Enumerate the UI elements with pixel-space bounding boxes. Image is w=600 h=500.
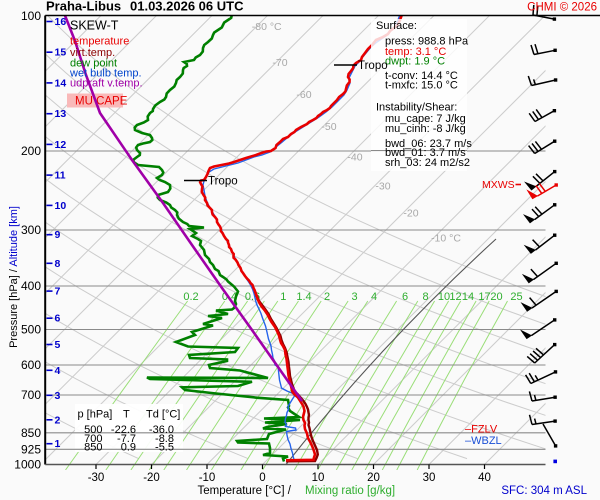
- svg-text:1: 1: [280, 291, 286, 303]
- svg-text:MU CAPE: MU CAPE: [75, 96, 128, 108]
- svg-text:Td [°C]: Td [°C]: [146, 409, 180, 421]
- svg-text:Praha-Libus: Praha-Libus: [46, 0, 121, 14]
- svg-text:500: 500: [21, 322, 41, 336]
- svg-text:2: 2: [55, 414, 61, 426]
- svg-text:14: 14: [462, 291, 474, 303]
- svg-text:200: 200: [21, 144, 41, 158]
- svg-text:300: 300: [21, 223, 41, 237]
- svg-text:virt.temp.: virt.temp.: [70, 47, 115, 59]
- svg-text:9: 9: [55, 229, 61, 241]
- svg-text:01.03.2026 06 UTC: 01.03.2026 06 UTC: [130, 0, 244, 14]
- svg-text:2: 2: [324, 291, 330, 303]
- svg-text:1: 1: [55, 438, 61, 450]
- svg-text:0: 0: [259, 472, 265, 484]
- svg-text:6: 6: [55, 313, 61, 325]
- svg-text:Surface:: Surface:: [376, 20, 417, 32]
- svg-text:700: 700: [84, 433, 102, 445]
- svg-text:-70: -70: [272, 57, 287, 69]
- svg-text:4: 4: [55, 365, 61, 377]
- svg-text:40: 40: [478, 472, 491, 484]
- svg-text:wet bulb temp.: wet bulb temp.: [69, 67, 142, 79]
- svg-text:t-mxfc: 15.0 °C: t-mxfc: 15.0 °C: [385, 79, 458, 91]
- svg-text:-30: -30: [375, 181, 390, 193]
- svg-text:dwpt: 1.9 °C: dwpt: 1.9 °C: [385, 55, 445, 67]
- svg-text:–FZLV: –FZLV: [465, 424, 498, 436]
- svg-text:1000: 1000: [14, 458, 41, 472]
- svg-text:-20: -20: [143, 472, 160, 484]
- svg-text:p [hPa]: p [hPa]: [78, 409, 113, 421]
- svg-text:T: T: [123, 409, 130, 421]
- svg-text:600: 600: [21, 358, 41, 372]
- svg-text:8: 8: [422, 291, 428, 303]
- svg-text:12: 12: [449, 291, 461, 303]
- svg-text:12: 12: [55, 139, 67, 151]
- svg-text:0.2: 0.2: [183, 291, 198, 303]
- svg-text:14: 14: [55, 77, 67, 89]
- svg-text:5: 5: [55, 339, 61, 351]
- svg-text:850: 850: [21, 426, 41, 440]
- svg-text:-5.5: -5.5: [155, 441, 174, 453]
- svg-text:16: 16: [55, 16, 67, 28]
- svg-text:3: 3: [351, 291, 357, 303]
- svg-text:Tropo: Tropo: [358, 60, 388, 72]
- svg-text:-40: -40: [347, 152, 362, 164]
- svg-text:temp: 3.1 °C: temp: 3.1 °C: [385, 46, 446, 58]
- svg-text:3: 3: [55, 390, 61, 402]
- svg-text:-30: -30: [88, 472, 105, 484]
- svg-text:mu_cinh: -8 J/kg: mu_cinh: -8 J/kg: [385, 123, 466, 135]
- svg-text:dew point: dew point: [70, 57, 117, 69]
- svg-text:temperature: temperature: [70, 36, 129, 48]
- svg-text:15: 15: [55, 47, 67, 59]
- svg-text:100: 100: [21, 9, 41, 23]
- svg-text:10: 10: [312, 472, 325, 484]
- svg-text:20: 20: [490, 291, 502, 303]
- svg-text:17: 17: [478, 291, 490, 303]
- svg-text:Mixing ratio [g/kg]: Mixing ratio [g/kg]: [305, 485, 395, 497]
- svg-text:udpraft v.temp.: udpraft v.temp.: [70, 77, 143, 89]
- svg-text:SFC: 304 m ASL: SFC: 304 m ASL: [501, 485, 587, 497]
- svg-text:-10: -10: [199, 472, 216, 484]
- svg-text:10: 10: [438, 291, 450, 303]
- svg-text:MXWS: MXWS: [482, 179, 515, 191]
- svg-text:bwd_06: 23.7 m/s: bwd_06: 23.7 m/s: [385, 138, 472, 150]
- svg-text:850: 850: [84, 441, 102, 453]
- svg-text:press: 988.8 hPa: press: 988.8 hPa: [385, 36, 469, 48]
- svg-text:t-conv: 14.4 °C: t-conv: 14.4 °C: [385, 70, 458, 82]
- svg-text:-22.6: -22.6: [111, 424, 136, 436]
- svg-text:-60: -60: [296, 89, 311, 101]
- svg-text:CHMI © 2026: CHMI © 2026: [527, 2, 597, 14]
- svg-text:bwd_01: 3.7 m/s: bwd_01: 3.7 m/s: [385, 147, 466, 159]
- svg-text:1.4: 1.4: [296, 291, 311, 303]
- svg-text:0.9: 0.9: [121, 441, 136, 453]
- svg-text:6: 6: [402, 291, 408, 303]
- svg-text:-10 °C: -10 °C: [431, 233, 461, 245]
- svg-text:-36.0: -36.0: [149, 424, 174, 436]
- svg-text:Pressure [hPa] / Altitude [k: Pressure [hPa] / Altitude [km]: [8, 206, 20, 348]
- svg-text:Temperature [°C] /: Temperature [°C] /: [198, 485, 292, 497]
- svg-text:11: 11: [55, 170, 66, 182]
- svg-text:30: 30: [423, 472, 436, 484]
- svg-text:-7.7: -7.7: [117, 433, 136, 445]
- svg-text:10: 10: [55, 200, 67, 212]
- svg-text:Tropo: Tropo: [208, 176, 238, 188]
- svg-text:-8.8: -8.8: [155, 433, 174, 445]
- svg-text:925: 925: [21, 442, 41, 456]
- svg-text:7: 7: [55, 286, 61, 298]
- svg-text:4: 4: [371, 291, 377, 303]
- svg-text:13: 13: [55, 108, 67, 120]
- svg-text:-80 °C: -80 °C: [252, 21, 282, 33]
- svg-text:25: 25: [510, 291, 522, 303]
- svg-text:srh_03: 24 m2/s2: srh_03: 24 m2/s2: [385, 157, 470, 169]
- svg-text:500: 500: [84, 424, 102, 436]
- svg-text:-20: -20: [403, 208, 418, 220]
- svg-text:700: 700: [21, 388, 41, 402]
- svg-text:8: 8: [55, 258, 61, 270]
- svg-text:SKEW-T: SKEW-T: [70, 19, 119, 33]
- svg-text:400: 400: [21, 279, 41, 293]
- svg-text:Instability/Shear:: Instability/Shear:: [376, 102, 457, 114]
- svg-text:-50: -50: [321, 121, 336, 133]
- svg-text:–WBZL: –WBZL: [465, 435, 502, 447]
- svg-text:20: 20: [367, 472, 380, 484]
- svg-text:mu_cape: 7 J/kg: mu_cape: 7 J/kg: [385, 113, 466, 125]
